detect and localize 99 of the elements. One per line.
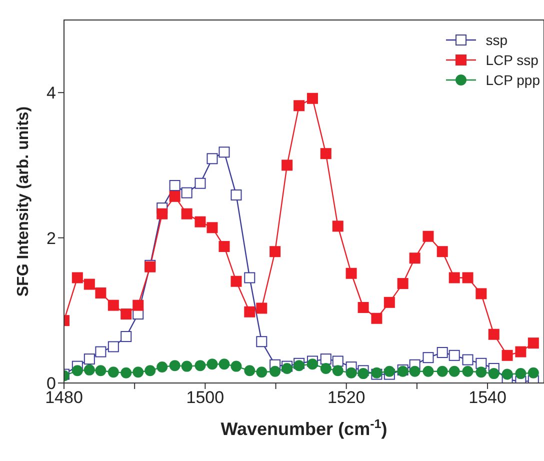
legend-label: LCP ssp	[486, 52, 538, 68]
point	[108, 366, 119, 378]
point	[244, 272, 256, 284]
point	[256, 302, 268, 314]
point	[84, 354, 95, 365]
point	[256, 336, 268, 348]
point	[194, 360, 206, 372]
point	[132, 300, 144, 311]
point	[422, 366, 434, 377]
point	[306, 92, 318, 104]
x-tick-label: 1540	[468, 388, 506, 408]
point	[448, 350, 460, 361]
legend-label: ssp	[486, 32, 508, 48]
point	[371, 312, 382, 324]
point	[462, 354, 474, 366]
point	[409, 252, 420, 264]
point	[120, 331, 132, 342]
x-tick-label: 1480	[45, 388, 83, 408]
point	[206, 153, 218, 164]
point	[144, 365, 156, 376]
point	[515, 368, 526, 380]
point	[448, 366, 460, 377]
point	[194, 178, 206, 189]
point	[230, 189, 242, 200]
point	[476, 366, 487, 378]
point	[346, 268, 357, 279]
point	[95, 365, 106, 376]
point	[218, 241, 230, 252]
point	[332, 220, 344, 232]
point	[108, 300, 119, 311]
point	[488, 368, 500, 380]
point	[120, 367, 132, 378]
point	[488, 328, 500, 340]
point	[108, 341, 119, 352]
point	[230, 276, 242, 287]
point	[84, 364, 95, 376]
point	[436, 366, 448, 377]
point	[206, 222, 218, 234]
point	[95, 346, 106, 358]
point	[84, 278, 95, 290]
point	[218, 146, 230, 158]
point	[181, 208, 192, 220]
point	[294, 360, 305, 372]
y-axis-title: SFG Intensity (arb. units)	[15, 106, 32, 297]
point	[169, 190, 180, 202]
point	[244, 306, 256, 318]
point	[194, 216, 206, 228]
point	[528, 367, 539, 378]
point	[384, 366, 395, 377]
point	[436, 246, 448, 258]
point	[244, 365, 256, 376]
point	[120, 308, 132, 320]
point	[384, 296, 395, 308]
point	[95, 287, 106, 298]
point	[218, 358, 230, 370]
point	[206, 358, 218, 370]
point	[436, 347, 448, 358]
point	[294, 100, 305, 112]
point	[320, 362, 332, 374]
y-tick-label: 4	[46, 84, 56, 103]
point	[270, 366, 281, 377]
point	[528, 338, 539, 349]
point	[515, 346, 526, 358]
point	[448, 272, 460, 284]
y-tick-label: 2	[46, 228, 56, 248]
x-tick-label: 1520	[327, 388, 366, 408]
point	[306, 358, 318, 370]
point	[397, 278, 408, 290]
x-tick-label: 1500	[186, 388, 224, 408]
point	[132, 366, 144, 378]
point	[332, 365, 344, 376]
point	[181, 187, 192, 198]
point	[169, 360, 180, 372]
point	[169, 180, 180, 192]
point	[320, 354, 332, 365]
point	[476, 288, 487, 300]
point	[320, 148, 332, 160]
point	[230, 360, 242, 372]
point	[270, 246, 281, 258]
point	[181, 360, 192, 372]
point	[346, 367, 357, 378]
point	[409, 366, 420, 377]
point	[462, 366, 474, 377]
point	[502, 368, 513, 380]
point	[422, 352, 434, 364]
point	[72, 365, 83, 376]
x-axis-title: Wavenumber (cm$^{-1}$)	[220, 417, 388, 439]
point	[358, 368, 369, 380]
point	[156, 208, 168, 220]
point	[72, 272, 83, 284]
point	[332, 356, 344, 367]
point	[502, 350, 513, 361]
point	[156, 362, 168, 373]
point	[422, 230, 434, 242]
point	[282, 160, 293, 171]
point	[358, 302, 369, 313]
legend-label: LCP ppp	[486, 72, 540, 88]
point	[256, 366, 268, 378]
point	[462, 272, 474, 284]
